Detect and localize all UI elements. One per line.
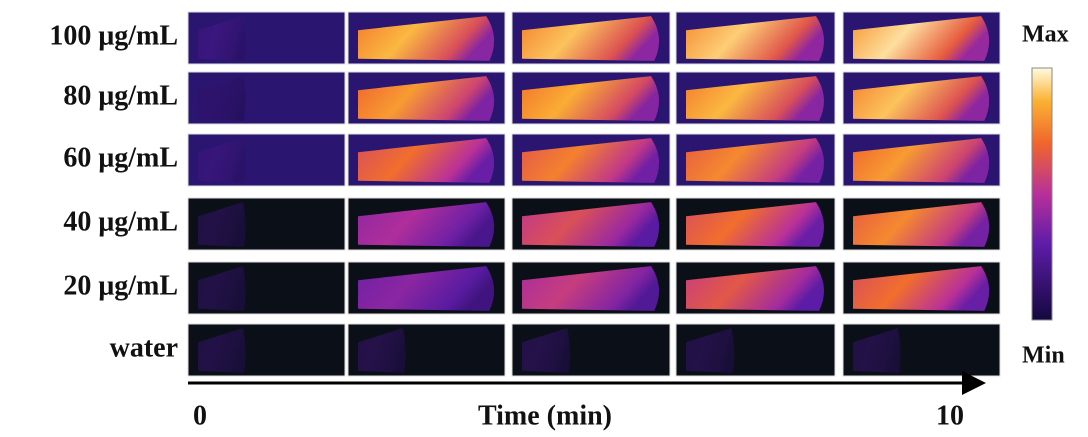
image-border: [187, 11, 346, 65]
image-border: [842, 133, 1001, 187]
heat-region: [198, 328, 246, 373]
image-border: [347, 323, 506, 377]
image-border: [842, 197, 1001, 251]
image-border: [511, 261, 671, 315]
time-label: Time (min): [478, 400, 612, 431]
colorbar: [1031, 67, 1053, 321]
image-border: [842, 71, 1001, 125]
heat-region: [853, 202, 990, 247]
row-label: 100 μg/mL: [49, 20, 178, 51]
image-border: [187, 133, 346, 187]
image-border: [347, 261, 506, 315]
image-border: [347, 133, 506, 187]
image-border: [675, 71, 836, 125]
heat-region: [358, 202, 495, 247]
heat-region: [198, 266, 246, 311]
heat-region: [522, 76, 660, 121]
heat-region: [198, 202, 246, 247]
row-label: 80 μg/mL: [63, 80, 178, 111]
heat-region: [853, 16, 990, 61]
image-grid: [187, 11, 1001, 377]
image-border: [511, 133, 671, 187]
heat-region: [686, 16, 824, 61]
heat-region: [853, 328, 901, 373]
heat-region: [522, 266, 660, 311]
image-border: [511, 11, 671, 65]
image-border: [187, 323, 346, 377]
heat-region: [198, 138, 246, 183]
image-border: [675, 197, 836, 251]
image-border: [347, 71, 506, 125]
heat-region: [358, 16, 495, 61]
image-border: [675, 133, 836, 187]
time-start: 0: [193, 400, 207, 431]
heat-region: [686, 138, 824, 183]
image-border: [511, 323, 671, 377]
row-label: 60 μg/mL: [63, 142, 178, 173]
heat-region: [686, 328, 735, 373]
heat-region: [358, 328, 406, 373]
image-border: [675, 261, 836, 315]
image-border: [675, 323, 836, 377]
heat-region: [522, 16, 660, 61]
colorbar-max: Max: [1022, 22, 1069, 48]
image-border: [187, 197, 346, 251]
heat-region: [358, 138, 495, 183]
heat-region: [522, 202, 660, 247]
image-border: [347, 197, 506, 251]
image-border: [511, 197, 671, 251]
heat-region: [853, 266, 990, 311]
heat-region: [198, 16, 246, 61]
image-border: [187, 71, 346, 125]
heat-region: [686, 76, 824, 121]
image-border: [842, 323, 1001, 377]
heat-region: [853, 76, 990, 121]
image-border: [842, 11, 1001, 65]
heat-region: [358, 76, 495, 121]
image-border: [842, 261, 1001, 315]
heat-region: [522, 138, 660, 183]
row-label: 20 μg/mL: [63, 270, 178, 301]
time-end: 10: [936, 400, 964, 431]
image-border: [675, 11, 836, 65]
heat-region: [686, 202, 824, 247]
row-label: 40 μg/mL: [63, 206, 178, 237]
heat-region: [358, 266, 495, 311]
heat-region: [686, 266, 824, 311]
heat-region: [853, 138, 990, 183]
colorbar-min: Min: [1022, 343, 1065, 369]
row-label: water: [110, 332, 178, 363]
image-border: [511, 71, 671, 125]
heat-region: [198, 76, 246, 121]
image-border: [347, 11, 506, 65]
image-border: [187, 261, 346, 315]
heat-region: [522, 328, 570, 373]
